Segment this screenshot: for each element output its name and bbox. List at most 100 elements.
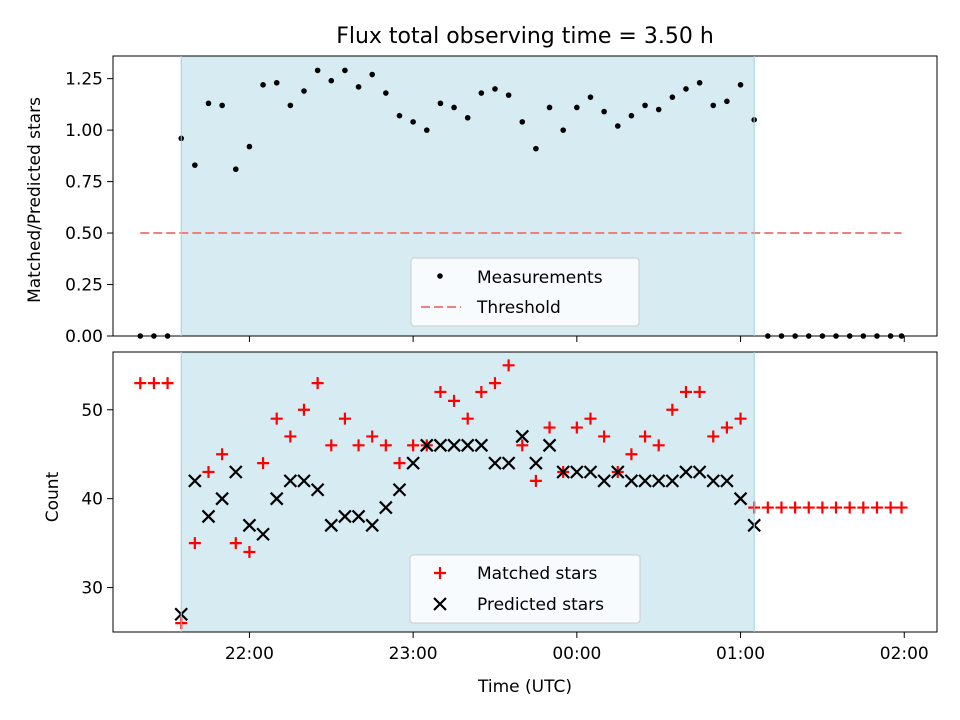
matched-star-point [843,501,856,514]
y-tick-label: 50 [81,401,103,421]
y-tick-label: 1.25 [65,70,103,90]
predicted-star-point [379,500,393,515]
matched-star-point [134,377,147,390]
measurement-point [478,90,485,96]
x-axis-label: Time (UTC) [477,677,572,697]
measurement-point [464,114,471,121]
matched-star-point [297,403,310,416]
predicted-star-point [542,438,557,453]
y-tick-label: 30 [81,579,103,599]
measurement-point [328,77,335,84]
top-axes-frame [112,55,938,337]
legend-matched-marker [434,567,446,579]
matched-star-point [720,421,733,434]
matched-star-point [802,501,815,514]
predicted-star-point [610,465,625,479]
measurement-point [546,104,553,111]
bottom-y-ticks: 30 40 50 [81,401,113,599]
matched-star-point [161,377,174,390]
predicted-star-point [515,429,530,444]
measurement-point [192,162,198,168]
predicted-star-point [665,474,680,488]
predicted-star-point [460,438,475,453]
matched-star-point [598,430,611,443]
matched-star-point [652,439,665,452]
measurement-point [696,79,703,86]
measurement-point [273,79,280,86]
predicted-star-point [583,465,598,479]
predicted-star-point [433,438,448,453]
matched-star-point [311,377,324,390]
matched-star-point [502,359,515,372]
measurement-point [260,82,266,88]
predicted-star-point [297,474,311,488]
measurement-point [574,104,580,111]
y-tick-label: 0.25 [65,276,103,296]
matched-star-point [461,412,474,425]
bottom-legend-box [409,554,641,624]
measurement-point [314,67,321,74]
measurement-point [396,112,403,119]
predicted-star-point [529,456,543,470]
matched-star-point [379,439,392,452]
predicted-star-point [720,474,734,488]
count-points [134,359,908,630]
measurement-point [219,102,225,109]
predicted-star-point [324,518,339,533]
matched-star-point [475,386,488,398]
matched-star-point [870,501,883,514]
measurement-point [369,71,376,78]
measurement-point [683,86,689,92]
predicted-star-point [338,509,352,524]
matched-star-point [325,439,338,452]
top-y-axis-label: Matched/Predicted stars [25,97,45,303]
matched-star-point [789,501,802,514]
matched-star-point [488,377,501,390]
bottom-panel: 30 40 50 22:00 23:00 00:00 01:00 02:00 Count T… [43,351,938,697]
y-tick-label: 0.00 [65,327,103,347]
measurement-point [519,119,526,125]
predicted-star-point [692,465,707,479]
top-legend-box [410,257,640,327]
predicted-star-point [188,474,202,488]
top-y-ticks: 0.00 0.25 0.50 0.75 1.00 1.25 [65,70,113,347]
matched-star-point [448,394,461,407]
predicted-star-point [310,483,325,497]
matched-star-point [570,421,583,434]
matched-star-point [761,501,774,514]
matched-star-point [188,537,201,550]
matched-star-point [216,448,229,461]
matched-star-point [857,501,870,514]
predicted-star-point [215,491,229,506]
top-x-ticks [248,336,905,342]
measurement-point [246,143,253,150]
matched-star-point [434,386,447,398]
y-tick-label: 1.00 [65,121,103,141]
predicted-star-point [570,465,584,479]
predicted-star-point [351,509,366,524]
measurement-point [437,100,444,107]
matched-star-point [543,421,556,434]
predicted-star-point [706,474,721,488]
measurement-point [628,112,635,119]
measurement-point [287,102,294,109]
measurement-point [560,127,566,133]
matched-star-point [639,430,652,443]
predicted-star-point [283,474,298,488]
measurement-point [383,90,389,96]
x-tick-label: 22:00 [225,644,274,664]
matched-star-point [816,501,829,514]
bottom-axes-frame [112,351,938,633]
predicted-star-point [488,456,502,470]
legend-predicted-marker [433,597,447,611]
bottom-x-ticks: 22:00 23:00 00:00 01:00 02:00 [225,632,929,664]
measurement-point [492,86,498,92]
measurement-point [737,82,744,88]
measurement-point [710,102,717,109]
measurement-point [355,84,362,90]
predicted-star-point [597,474,611,488]
predicted-star-point [269,491,284,506]
legend-measurements-label: Measurements [477,268,603,288]
matched-star-point [147,377,160,390]
